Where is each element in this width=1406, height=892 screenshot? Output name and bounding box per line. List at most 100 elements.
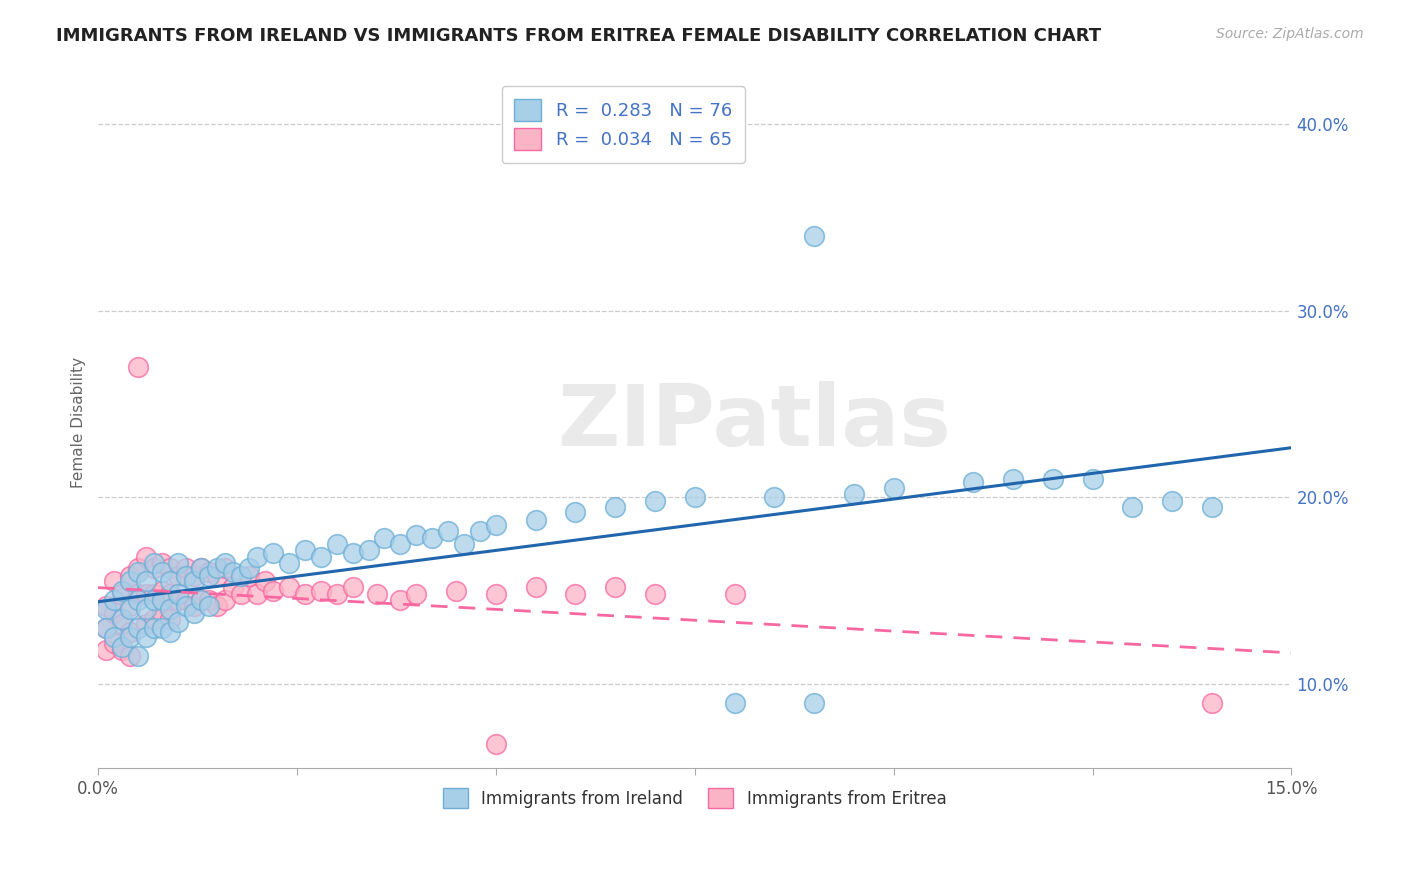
Point xyxy=(142,612,165,626)
Point xyxy=(342,546,364,560)
Point xyxy=(94,599,117,613)
Point xyxy=(111,587,134,601)
Point xyxy=(883,481,905,495)
Point xyxy=(962,475,984,490)
Point xyxy=(159,574,181,589)
Point xyxy=(444,583,467,598)
Point xyxy=(605,580,627,594)
Point xyxy=(373,532,395,546)
Point xyxy=(118,648,141,663)
Point xyxy=(174,593,197,607)
Point xyxy=(207,568,229,582)
Point xyxy=(190,561,212,575)
Point xyxy=(174,599,197,613)
Point xyxy=(135,617,157,632)
Point xyxy=(1081,472,1104,486)
Point xyxy=(190,593,212,607)
Point xyxy=(420,532,443,546)
Point xyxy=(166,556,188,570)
Point xyxy=(389,537,412,551)
Point xyxy=(135,587,157,601)
Point xyxy=(564,587,586,601)
Point xyxy=(437,524,460,538)
Point xyxy=(405,587,427,601)
Point xyxy=(294,587,316,601)
Point xyxy=(485,587,508,601)
Point xyxy=(1201,696,1223,710)
Point xyxy=(159,602,181,616)
Point xyxy=(214,593,236,607)
Point xyxy=(262,583,284,598)
Point xyxy=(803,229,825,244)
Point xyxy=(342,580,364,594)
Point xyxy=(190,561,212,575)
Point xyxy=(159,587,181,601)
Point xyxy=(150,583,173,598)
Point xyxy=(142,556,165,570)
Y-axis label: Female Disability: Female Disability xyxy=(72,357,86,488)
Point xyxy=(842,486,865,500)
Point xyxy=(309,583,332,598)
Point xyxy=(127,648,149,663)
Point xyxy=(127,565,149,579)
Point xyxy=(763,491,786,505)
Point xyxy=(246,550,269,565)
Point xyxy=(166,593,188,607)
Point xyxy=(150,621,173,635)
Point xyxy=(94,602,117,616)
Point xyxy=(118,602,141,616)
Point xyxy=(1001,472,1024,486)
Point xyxy=(150,606,173,620)
Point xyxy=(135,550,157,565)
Point xyxy=(94,621,117,635)
Point xyxy=(222,580,245,594)
Point xyxy=(118,568,141,582)
Point xyxy=(111,643,134,657)
Point xyxy=(142,621,165,635)
Point xyxy=(127,621,149,635)
Point xyxy=(485,737,508,751)
Point xyxy=(231,568,253,582)
Point xyxy=(150,565,173,579)
Point xyxy=(564,505,586,519)
Point xyxy=(366,587,388,601)
Point xyxy=(183,574,205,589)
Point xyxy=(644,587,666,601)
Point xyxy=(214,561,236,575)
Point xyxy=(159,612,181,626)
Point xyxy=(1121,500,1143,514)
Text: ZIPatlas: ZIPatlas xyxy=(558,381,952,464)
Point xyxy=(278,556,301,570)
Point xyxy=(238,568,260,582)
Point xyxy=(214,556,236,570)
Point xyxy=(325,537,347,551)
Point xyxy=(485,518,508,533)
Point xyxy=(127,593,149,607)
Point xyxy=(166,587,188,601)
Point xyxy=(238,561,260,575)
Point xyxy=(357,542,380,557)
Point xyxy=(198,568,221,582)
Point xyxy=(150,593,173,607)
Text: Source: ZipAtlas.com: Source: ZipAtlas.com xyxy=(1216,27,1364,41)
Point xyxy=(111,640,134,654)
Point xyxy=(207,561,229,575)
Point xyxy=(166,615,188,630)
Point xyxy=(103,593,125,607)
Point xyxy=(524,580,547,594)
Point xyxy=(198,565,221,579)
Point xyxy=(198,599,221,613)
Point xyxy=(325,587,347,601)
Point xyxy=(405,527,427,541)
Point xyxy=(222,565,245,579)
Point xyxy=(174,568,197,582)
Point xyxy=(1042,472,1064,486)
Point xyxy=(118,624,141,639)
Point xyxy=(183,568,205,582)
Point xyxy=(127,561,149,575)
Point xyxy=(524,513,547,527)
Point xyxy=(135,574,157,589)
Point xyxy=(723,696,745,710)
Point xyxy=(127,587,149,601)
Point xyxy=(159,561,181,575)
